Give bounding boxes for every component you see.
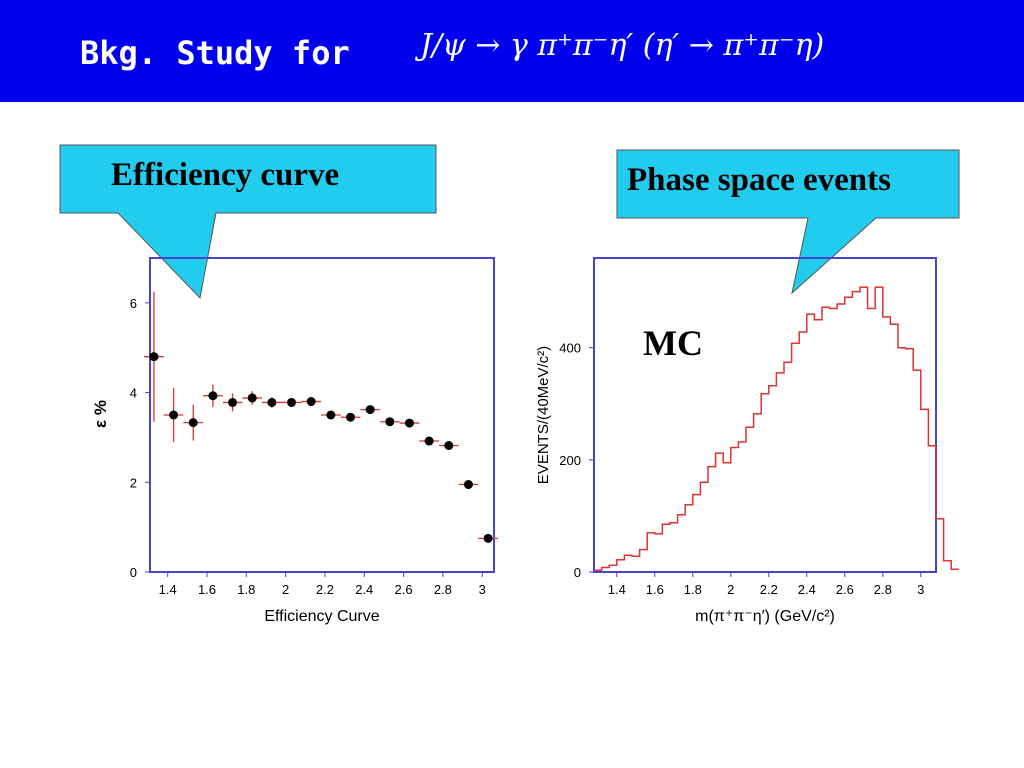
efficiency-point — [424, 436, 434, 446]
histogram-line — [594, 286, 959, 572]
efficiency-point — [385, 417, 395, 427]
efficiency-x-tick-label: 2.8 — [434, 582, 452, 597]
histogram-x-tick-label: 2.4 — [798, 582, 816, 597]
efficiency-x-tick-label: 2.4 — [355, 582, 373, 597]
efficiency-y-tick-label: 0 — [130, 565, 137, 580]
efficiency-x-tick-label: 3 — [479, 582, 486, 597]
efficiency-point — [365, 405, 375, 415]
histogram-y-tick-label: 0 — [574, 565, 581, 580]
efficiency-y-tick-label: 4 — [130, 386, 137, 401]
efficiency-point — [247, 393, 257, 403]
efficiency-point — [169, 410, 179, 420]
efficiency-x-tick-label: 2 — [282, 582, 289, 597]
callout-right-shape — [616, 149, 960, 295]
title-formula: J/ψ → γ π⁺π⁻η′ (η′ → π⁺π⁻η) — [420, 28, 825, 63]
histogram-x-tick-label: 3 — [917, 582, 924, 597]
histogram-xlabel: m(π⁺π⁻η′) (GeV/c²) — [695, 608, 835, 625]
histogram-ylabel: EVENTS/(40MeV/c²) — [535, 346, 552, 484]
efficiency-frame — [149, 257, 495, 573]
histogram-x-tick-label: 2.2 — [760, 582, 778, 597]
efficiency-point — [463, 480, 473, 490]
histogram-x-ticks: 1.4 1.6 1.8 2 2.2 2.4 2.6 2.8 3 — [608, 572, 924, 597]
efficiency-point — [208, 391, 218, 401]
histogram-x-tick-label: 1.4 — [608, 582, 626, 597]
efficiency-x-tick-label: 1.6 — [198, 582, 216, 597]
histogram-y-tick-label: 400 — [559, 341, 581, 356]
efficiency-point — [306, 397, 316, 407]
histogram-x-tick-label: 2.8 — [874, 582, 892, 597]
efficiency-points — [144, 291, 498, 543]
efficiency-x-tick-label: 1.4 — [159, 582, 177, 597]
histogram-x-tick-label: 1.8 — [684, 582, 702, 597]
efficiency-point — [267, 397, 277, 407]
efficiency-x-tick-label: 2.2 — [316, 582, 334, 597]
efficiency-point — [188, 418, 198, 428]
callout-left-shape — [59, 144, 437, 300]
efficiency-y-tick-label: 2 — [130, 475, 137, 490]
phase-space-chart: 1.4 1.6 1.8 2 2.2 2.4 2.6 2.8 3 0 200 400 m(π⁺π⁻η′… — [535, 257, 959, 625]
histogram-y-tick-label: 200 — [559, 453, 581, 468]
histogram-frame — [593, 257, 937, 573]
efficiency-x-tick-label: 2.6 — [395, 582, 413, 597]
histogram-x-tick-label: 2.6 — [836, 582, 854, 597]
efficiency-y-ticks: 0 2 4 6 — [130, 296, 150, 580]
slide-title: Bkg. Study for — [80, 34, 350, 72]
efficiency-point — [228, 397, 238, 407]
efficiency-ylabel: ε % — [91, 400, 110, 428]
efficiency-point — [346, 412, 356, 422]
efficiency-point — [444, 441, 454, 451]
callout-right-text: Phase space events — [627, 162, 891, 198]
mc-label: MC — [643, 323, 703, 363]
histogram-x-tick-label: 1.6 — [646, 582, 664, 597]
efficiency-point — [326, 410, 336, 420]
efficiency-point — [149, 352, 159, 362]
efficiency-point — [404, 418, 414, 428]
title-bar: Bkg. Study for J/ψ → γ π⁺π⁻η′ (η′ → π⁺π⁻… — [0, 0, 1024, 102]
efficiency-chart: 1.4 1.6 1.8 2 2.2 2.4 2.6 2.8 3 0 2 4 6 Efficiency … — [91, 257, 498, 625]
efficiency-xlabel: Efficiency Curve — [264, 608, 379, 625]
efficiency-y-tick-label: 6 — [130, 296, 137, 311]
efficiency-x-ticks: 1.4 1.6 1.8 2 2.2 2.4 2.6 2.8 3 — [159, 572, 486, 597]
callout-left-text: Efficiency curve — [111, 157, 340, 193]
histogram-y-ticks: 0 200 400 — [559, 341, 594, 580]
efficiency-x-tick-label: 1.8 — [237, 582, 255, 597]
histogram-x-tick-label: 2 — [727, 582, 734, 597]
efficiency-point — [483, 533, 493, 543]
efficiency-point — [287, 397, 297, 407]
